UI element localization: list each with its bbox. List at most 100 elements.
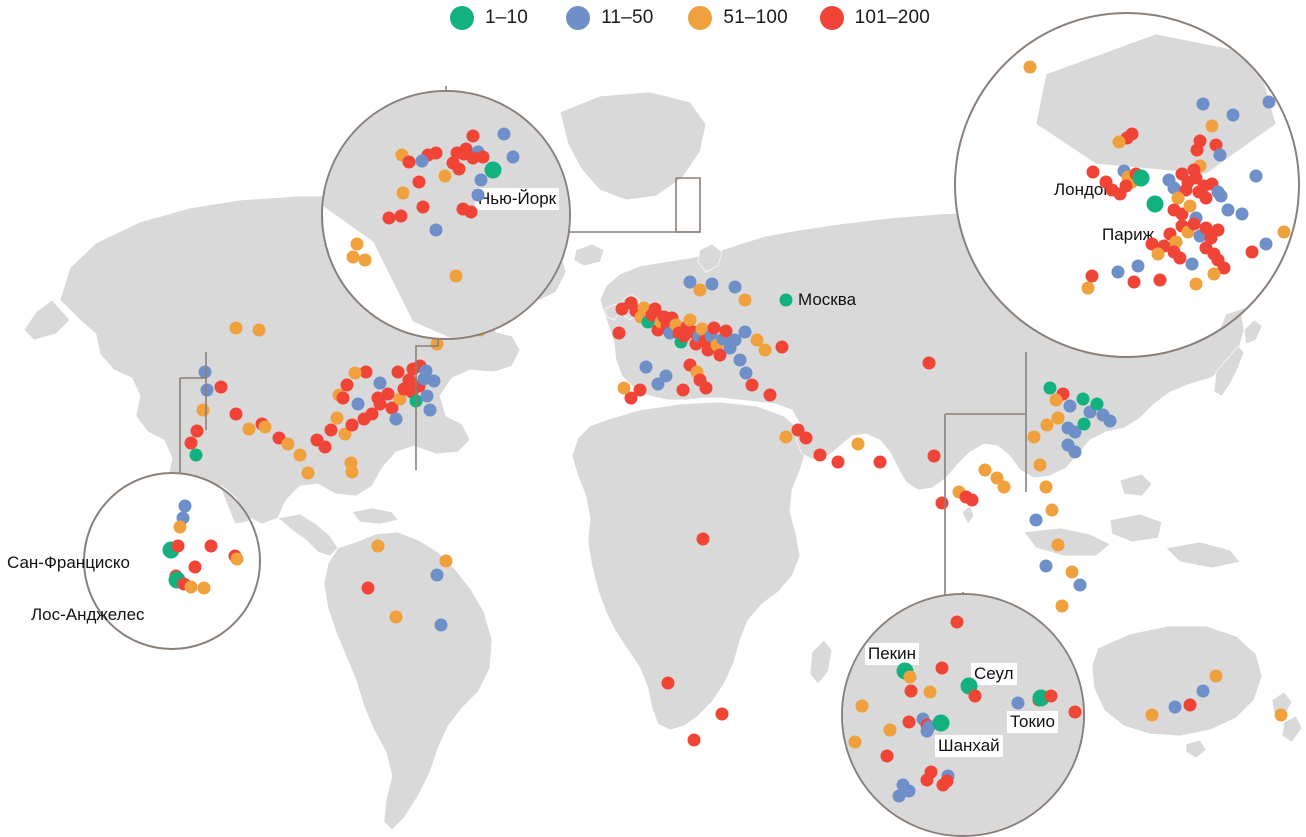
city-marker[interactable]	[1153, 273, 1167, 287]
city-marker[interactable]	[922, 356, 936, 370]
city-marker[interactable]	[739, 366, 753, 380]
city-marker[interactable]	[1040, 418, 1054, 432]
city-marker[interactable]	[719, 324, 733, 338]
city-marker[interactable]	[1211, 223, 1225, 237]
city-marker[interactable]	[1145, 237, 1159, 251]
city-marker[interactable]	[1209, 138, 1223, 152]
city-marker[interactable]	[968, 689, 982, 703]
city-marker[interactable]	[1068, 425, 1082, 439]
city-marker[interactable]	[1171, 191, 1185, 205]
city-marker[interactable]	[412, 175, 426, 189]
city-marker[interactable]	[713, 348, 727, 362]
city-marker[interactable]	[419, 364, 433, 378]
city-marker[interactable]	[1131, 259, 1145, 273]
city-marker[interactable]	[1103, 414, 1117, 428]
city-marker[interactable]	[430, 337, 444, 351]
city-marker[interactable]	[1207, 267, 1221, 281]
city-marker[interactable]	[420, 389, 434, 403]
city-marker[interactable]	[920, 724, 934, 738]
inset-west-coast[interactable]	[83, 472, 261, 650]
city-marker[interactable]	[1113, 187, 1127, 201]
city-marker[interactable]	[1086, 165, 1100, 179]
city-marker[interactable]	[687, 733, 701, 747]
legend-item-51-100[interactable]: 51–100	[688, 6, 788, 30]
city-marker[interactable]	[676, 383, 690, 397]
city-marker[interactable]	[693, 283, 707, 297]
city-marker[interactable]	[382, 211, 396, 225]
city-marker[interactable]	[402, 373, 416, 387]
city-marker[interactable]	[438, 169, 452, 183]
city-marker[interactable]	[612, 326, 626, 340]
city-marker[interactable]	[1081, 281, 1095, 295]
city-marker[interactable]	[252, 323, 266, 337]
city-marker[interactable]	[373, 376, 387, 390]
city-marker[interactable]	[1065, 565, 1079, 579]
city-marker[interactable]	[464, 205, 478, 219]
city-marker[interactable]	[880, 749, 894, 763]
city-marker[interactable]	[1185, 257, 1199, 271]
city-marker[interactable]	[1011, 696, 1025, 710]
city-marker[interactable]	[358, 253, 372, 267]
inset-east-asia[interactable]: Пекин Сеул Шанхай Токио	[841, 593, 1085, 837]
city-marker[interactable]	[1221, 203, 1235, 217]
city-marker[interactable]	[476, 150, 490, 164]
city-marker[interactable]	[920, 773, 934, 787]
city-marker[interactable]	[892, 789, 906, 803]
city-marker[interactable]	[750, 333, 764, 347]
city-marker[interactable]	[965, 493, 979, 507]
city-marker[interactable]	[1183, 698, 1197, 712]
city-marker[interactable]	[439, 554, 453, 568]
city-marker[interactable]	[391, 365, 405, 379]
city-marker[interactable]	[184, 580, 198, 594]
city-marker[interactable]	[1039, 480, 1053, 494]
city-marker[interactable]	[365, 407, 379, 421]
city-marker[interactable]	[1068, 705, 1082, 719]
city-marker[interactable]	[258, 420, 272, 434]
city-marker[interactable]	[189, 448, 203, 462]
city-marker[interactable]	[449, 269, 463, 283]
city-marker[interactable]	[738, 293, 752, 307]
city-marker[interactable]	[466, 151, 480, 165]
city-marker[interactable]	[198, 365, 212, 379]
city-marker[interactable]	[1132, 169, 1150, 187]
city-marker[interactable]	[813, 448, 827, 462]
city-marker[interactable]	[950, 615, 964, 629]
city-marker[interactable]	[1027, 430, 1041, 444]
city-marker[interactable]	[639, 360, 653, 374]
legend-item-1-10[interactable]: 1–10	[450, 6, 528, 30]
city-marker[interactable]	[683, 313, 697, 327]
city-marker[interactable]	[1127, 275, 1141, 289]
city-marker[interactable]	[229, 321, 243, 335]
city-marker[interactable]	[394, 209, 408, 223]
city-marker[interactable]	[705, 277, 719, 291]
legend-item-101-200[interactable]: 101–200	[819, 6, 930, 30]
city-marker[interactable]	[1189, 277, 1203, 291]
city-marker[interactable]	[429, 146, 443, 160]
city-marker[interactable]	[1226, 108, 1240, 122]
city-marker[interactable]	[904, 684, 918, 698]
city-marker[interactable]	[1068, 445, 1082, 459]
city-marker[interactable]	[389, 610, 403, 624]
city-marker[interactable]	[978, 463, 992, 477]
city-marker[interactable]	[415, 154, 429, 168]
city-marker[interactable]	[1196, 97, 1210, 111]
city-marker[interactable]	[324, 423, 338, 437]
city-marker[interactable]	[1173, 251, 1187, 265]
city-marker[interactable]	[651, 377, 665, 391]
city-marker[interactable]	[200, 383, 214, 397]
city-marker[interactable]	[434, 618, 448, 632]
city-marker[interactable]	[1209, 669, 1223, 683]
city-marker[interactable]	[1199, 191, 1213, 205]
city-marker[interactable]	[1274, 708, 1288, 722]
city-marker[interactable]	[393, 392, 407, 406]
city-marker[interactable]	[351, 397, 365, 411]
inset-new-york[interactable]: Нью-Йорк	[321, 90, 571, 340]
city-marker[interactable]	[1039, 559, 1053, 573]
city-marker[interactable]	[1045, 503, 1059, 517]
city-marker[interactable]	[873, 455, 887, 469]
city-marker[interactable]	[178, 499, 192, 513]
city-marker[interactable]	[733, 353, 747, 367]
city-marker[interactable]	[430, 568, 444, 582]
city-marker[interactable]	[1199, 221, 1213, 235]
city-marker[interactable]	[214, 380, 228, 394]
